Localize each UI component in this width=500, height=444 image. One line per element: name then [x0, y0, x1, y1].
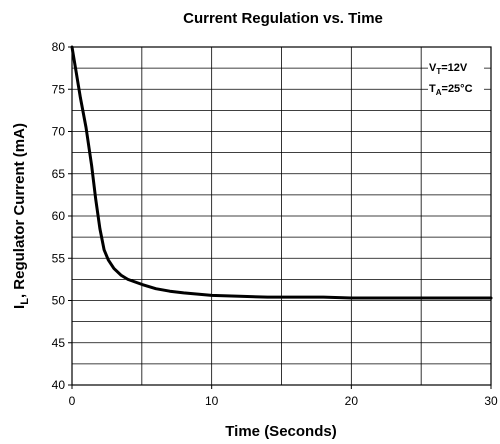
- y-tick-label: 80: [52, 40, 66, 54]
- annotation-value: =12V: [441, 62, 468, 74]
- annotation-symbol: V: [429, 62, 437, 74]
- chart-title: Current Regulation vs. Time: [183, 10, 383, 27]
- y-axis-label-main: I: [11, 305, 28, 309]
- y-axis-label-rest: , Regulator Current (mA): [11, 123, 28, 298]
- annotation-subscript: A: [436, 88, 442, 97]
- tick-layer: 40 45 50 55 60 65 70 75 80 0 10 20 30: [52, 40, 498, 408]
- series-layer: [70, 45, 493, 300]
- y-tick-label: 75: [52, 82, 66, 96]
- annotation-value: =25°C: [442, 83, 473, 95]
- y-axis-label-sub: L: [19, 298, 31, 305]
- annotation-subscript: T: [436, 67, 441, 76]
- y-tick-label: 60: [52, 209, 66, 223]
- series-line: [70, 45, 493, 300]
- annotation-background: [428, 80, 484, 98]
- x-tick-label: 20: [345, 394, 359, 408]
- x-tick-label: 10: [205, 394, 219, 408]
- grid: [71, 46, 492, 386]
- annotation-text: TA=25°C: [429, 83, 473, 97]
- x-tick-label: 0: [69, 394, 76, 408]
- y-tick-label: 70: [52, 125, 66, 139]
- y-axis-label: IL, Regulator Current (mA): [11, 123, 31, 309]
- y-tick-label: 40: [52, 378, 66, 392]
- y-tick-label: 55: [52, 251, 66, 265]
- annotation-background: [428, 59, 484, 77]
- annotation-text: VT=12V: [429, 62, 468, 76]
- y-tick-label: 65: [52, 167, 66, 181]
- y-tick-label: 50: [52, 294, 66, 308]
- x-tick-label: 30: [484, 394, 498, 408]
- annotation-symbol: T: [429, 83, 436, 95]
- y-tick-label: 45: [52, 336, 66, 350]
- x-axis-label: Time (Seconds): [225, 423, 336, 440]
